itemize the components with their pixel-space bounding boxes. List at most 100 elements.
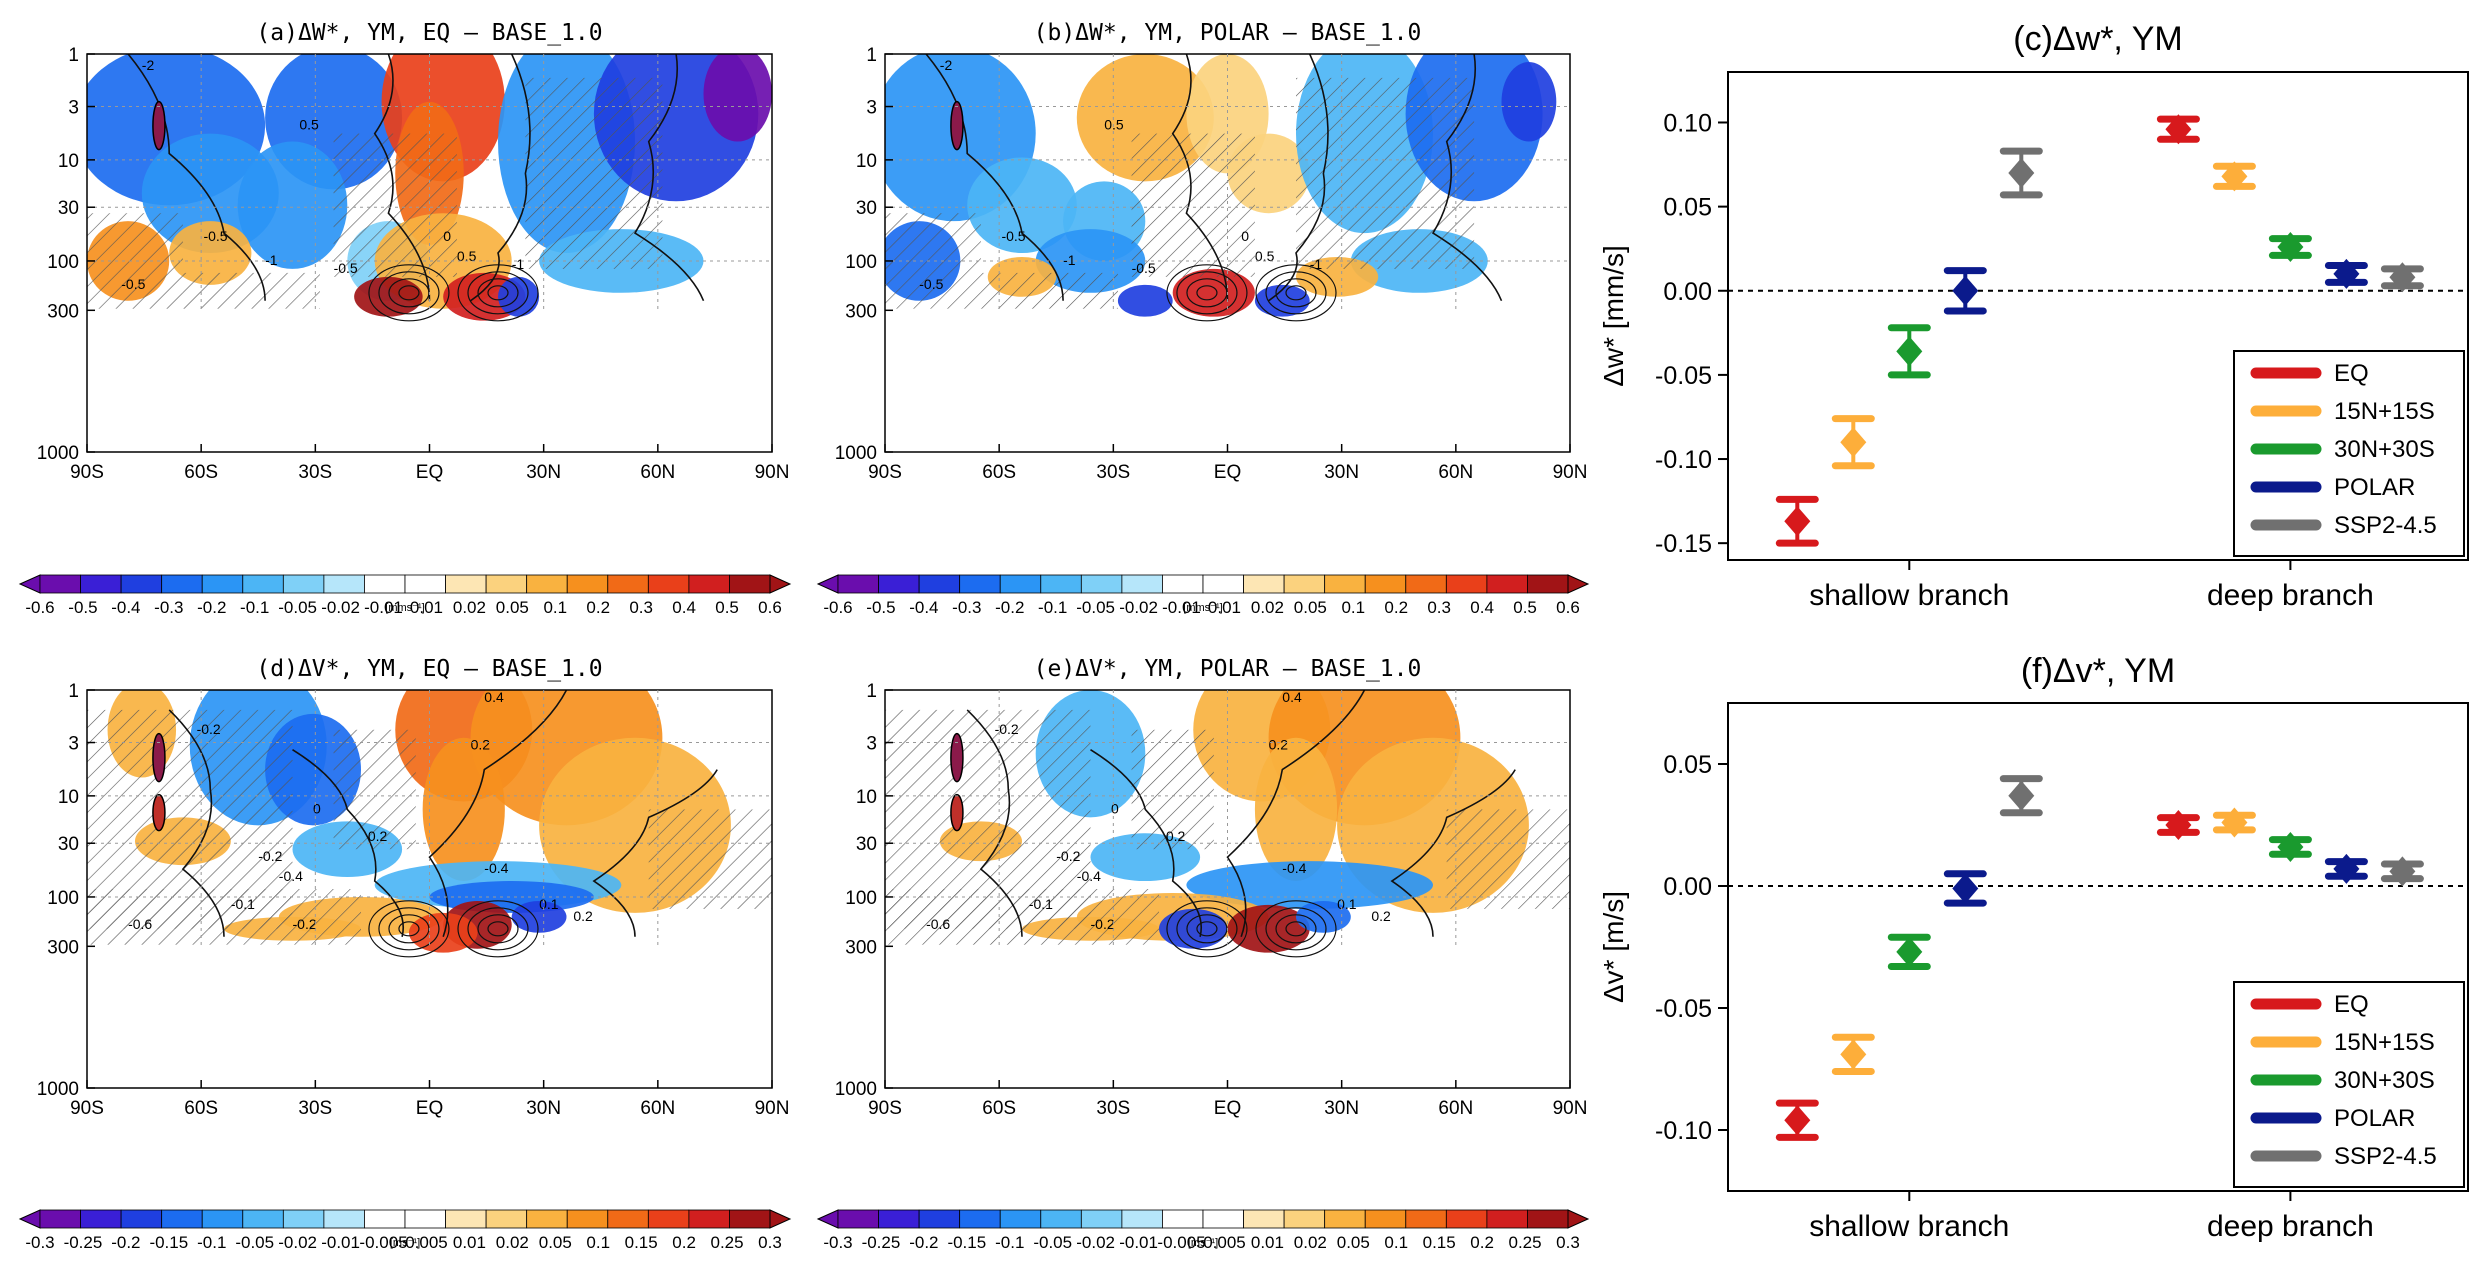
colorbar-swatch <box>1202 1209 1244 1229</box>
colorbar-label: 0.05 <box>496 598 529 617</box>
y-tick-label: 300 <box>47 937 79 958</box>
significance-hatching <box>980 272 1118 309</box>
y-tick-label: 1000 <box>835 1079 877 1100</box>
y-tick-label: 1000 <box>835 443 877 464</box>
diamond-marker <box>1952 275 1979 306</box>
contour-ring <box>398 921 420 937</box>
y-tick-label: -0.15 <box>1655 530 1712 558</box>
colorbar-swatch <box>1283 1209 1326 1229</box>
x-tick-label: 60N <box>640 462 675 483</box>
colorbar-swatch <box>999 1209 1042 1229</box>
colorbar-label: 0.005 <box>405 1233 448 1252</box>
colorbar-swatch <box>404 574 446 594</box>
significance-hatching <box>333 729 416 850</box>
colorbar-label: 0.25 <box>1509 1233 1542 1252</box>
colorbar-swatch <box>445 1209 487 1229</box>
x-tick-label: 90S <box>868 1098 902 1119</box>
y-tick-label: 3 <box>866 734 877 755</box>
data-point-POLAR-0 <box>1943 870 1987 907</box>
x-tick-label: 60N <box>1438 462 1473 483</box>
y-tick-label: 0.05 <box>1663 194 1712 222</box>
y-tick-label: -0.10 <box>1655 446 1712 474</box>
diamond-marker <box>1784 1105 1811 1136</box>
colorbar-swatch <box>688 574 730 594</box>
y-tick-label: -0.10 <box>1655 1117 1712 1145</box>
shading-blob <box>967 157 1077 253</box>
contour-line <box>470 54 531 302</box>
colorbar-swatch <box>39 1209 81 1229</box>
colorbar-swatch <box>688 1209 730 1229</box>
contour-ring <box>1275 278 1317 308</box>
contour-label: -0.2 <box>293 916 317 932</box>
colorbar-swatch <box>1527 574 1569 594</box>
contour-line <box>1226 690 1366 938</box>
colorbar-label: 0.01 <box>1208 598 1241 617</box>
contour-label: -2 <box>940 57 953 73</box>
contour-ring <box>457 264 539 322</box>
contour-label: -1 <box>265 252 278 268</box>
diamond-marker <box>2389 856 2416 887</box>
y-tick-label: 0.10 <box>1663 109 1712 137</box>
colorbar-swatch <box>485 574 528 594</box>
x-category-label: deep branch <box>2207 579 2374 612</box>
y-tick-label: 10 <box>856 151 877 172</box>
contour-ring <box>487 285 509 301</box>
data-point-SSP2-4.5-0 <box>1999 147 2043 199</box>
contour-label: 0.5 <box>1255 248 1275 264</box>
colorbar-label: -0.6 <box>25 598 54 617</box>
colorbar-swatch <box>282 1209 325 1229</box>
contour-label: 0.2 <box>368 828 388 844</box>
colorbar-swatch <box>566 574 609 594</box>
colorbar-swatch <box>120 574 163 594</box>
colorbar-swatch <box>242 574 284 594</box>
colorbar-swatch <box>526 574 568 594</box>
diamond-marker <box>1840 427 1867 458</box>
y-tick-label: 3 <box>866 98 877 119</box>
contour-label: -0.2 <box>1056 848 1080 864</box>
data-point-EQ-0 <box>1775 495 1819 547</box>
panel-e-title: (e)ΔV*, YM, POLAR – BASE_1.0 <box>1034 656 1422 682</box>
contour-label: 0.2 <box>1371 908 1391 924</box>
contour-ring <box>487 921 509 937</box>
colorbar-unit: [mms⁻¹] <box>1183 602 1222 614</box>
colorbar-swatch <box>1364 574 1407 594</box>
colorbar-swatch <box>1283 574 1326 594</box>
field-b: -2 0.5 -0.5 -1 0 0.5 -0.5 -1 -0.5 <box>885 54 1570 322</box>
colorbar-max-arrow <box>1567 574 1590 594</box>
colorbar-label: 0.2 <box>1470 1233 1494 1252</box>
contour-label: -0.2 <box>995 721 1019 737</box>
colorbar-label: -0.01 <box>1162 598 1201 617</box>
diamond-marker <box>2277 232 2304 263</box>
contour-label: -1 <box>1063 252 1076 268</box>
diamond-marker <box>2221 161 2248 192</box>
x-tick-label: 60S <box>982 1098 1016 1119</box>
gridlines <box>885 54 1570 311</box>
colorbar-swatch <box>201 574 244 594</box>
colorbar-swatch <box>1527 1209 1569 1229</box>
colorbar-swatch <box>1486 574 1528 594</box>
colorbar-label: -0.05 <box>278 598 317 617</box>
y-tick-label: 100 <box>845 888 877 909</box>
colorbar-label: -0.01 <box>1119 1233 1158 1252</box>
colorbar-swatch <box>445 574 487 594</box>
contour-label: 0.4 <box>1282 689 1302 705</box>
contour-label: 0 <box>1241 228 1249 244</box>
contour-ring <box>1255 264 1337 322</box>
heatmap-panel-e: (e)ΔV*, YM, POLAR – BASE_1.0 0.4 -0.2 0.2 0 0… <box>816 656 1590 1252</box>
heatmap-panel-b: (b)ΔW*, YM, POLAR – BASE_1.0 -2 0.5 -0.5 -1 0… <box>816 20 1590 617</box>
y-tick-label: 100 <box>47 252 79 273</box>
significance-hatching <box>525 77 663 269</box>
contour-ring <box>1186 914 1228 944</box>
colorbar-label: -0.02 <box>321 598 360 617</box>
diamond-marker <box>2389 262 2416 293</box>
colorbar-label: 0.5 <box>715 598 739 617</box>
colorbar-unit: [mms⁻¹] <box>385 602 424 614</box>
colorbar-label: -0.15 <box>149 1233 188 1252</box>
data-point-POLAR-1 <box>2324 853 2368 884</box>
y-tick-label: 0.00 <box>1663 278 1712 306</box>
colorbar-label: 0.6 <box>1556 598 1580 617</box>
colorbar-swatch <box>1243 574 1285 594</box>
region-marker <box>152 793 166 832</box>
contour-label: -0.2 <box>1091 916 1115 932</box>
colorbar-swatch <box>1445 1209 1488 1229</box>
